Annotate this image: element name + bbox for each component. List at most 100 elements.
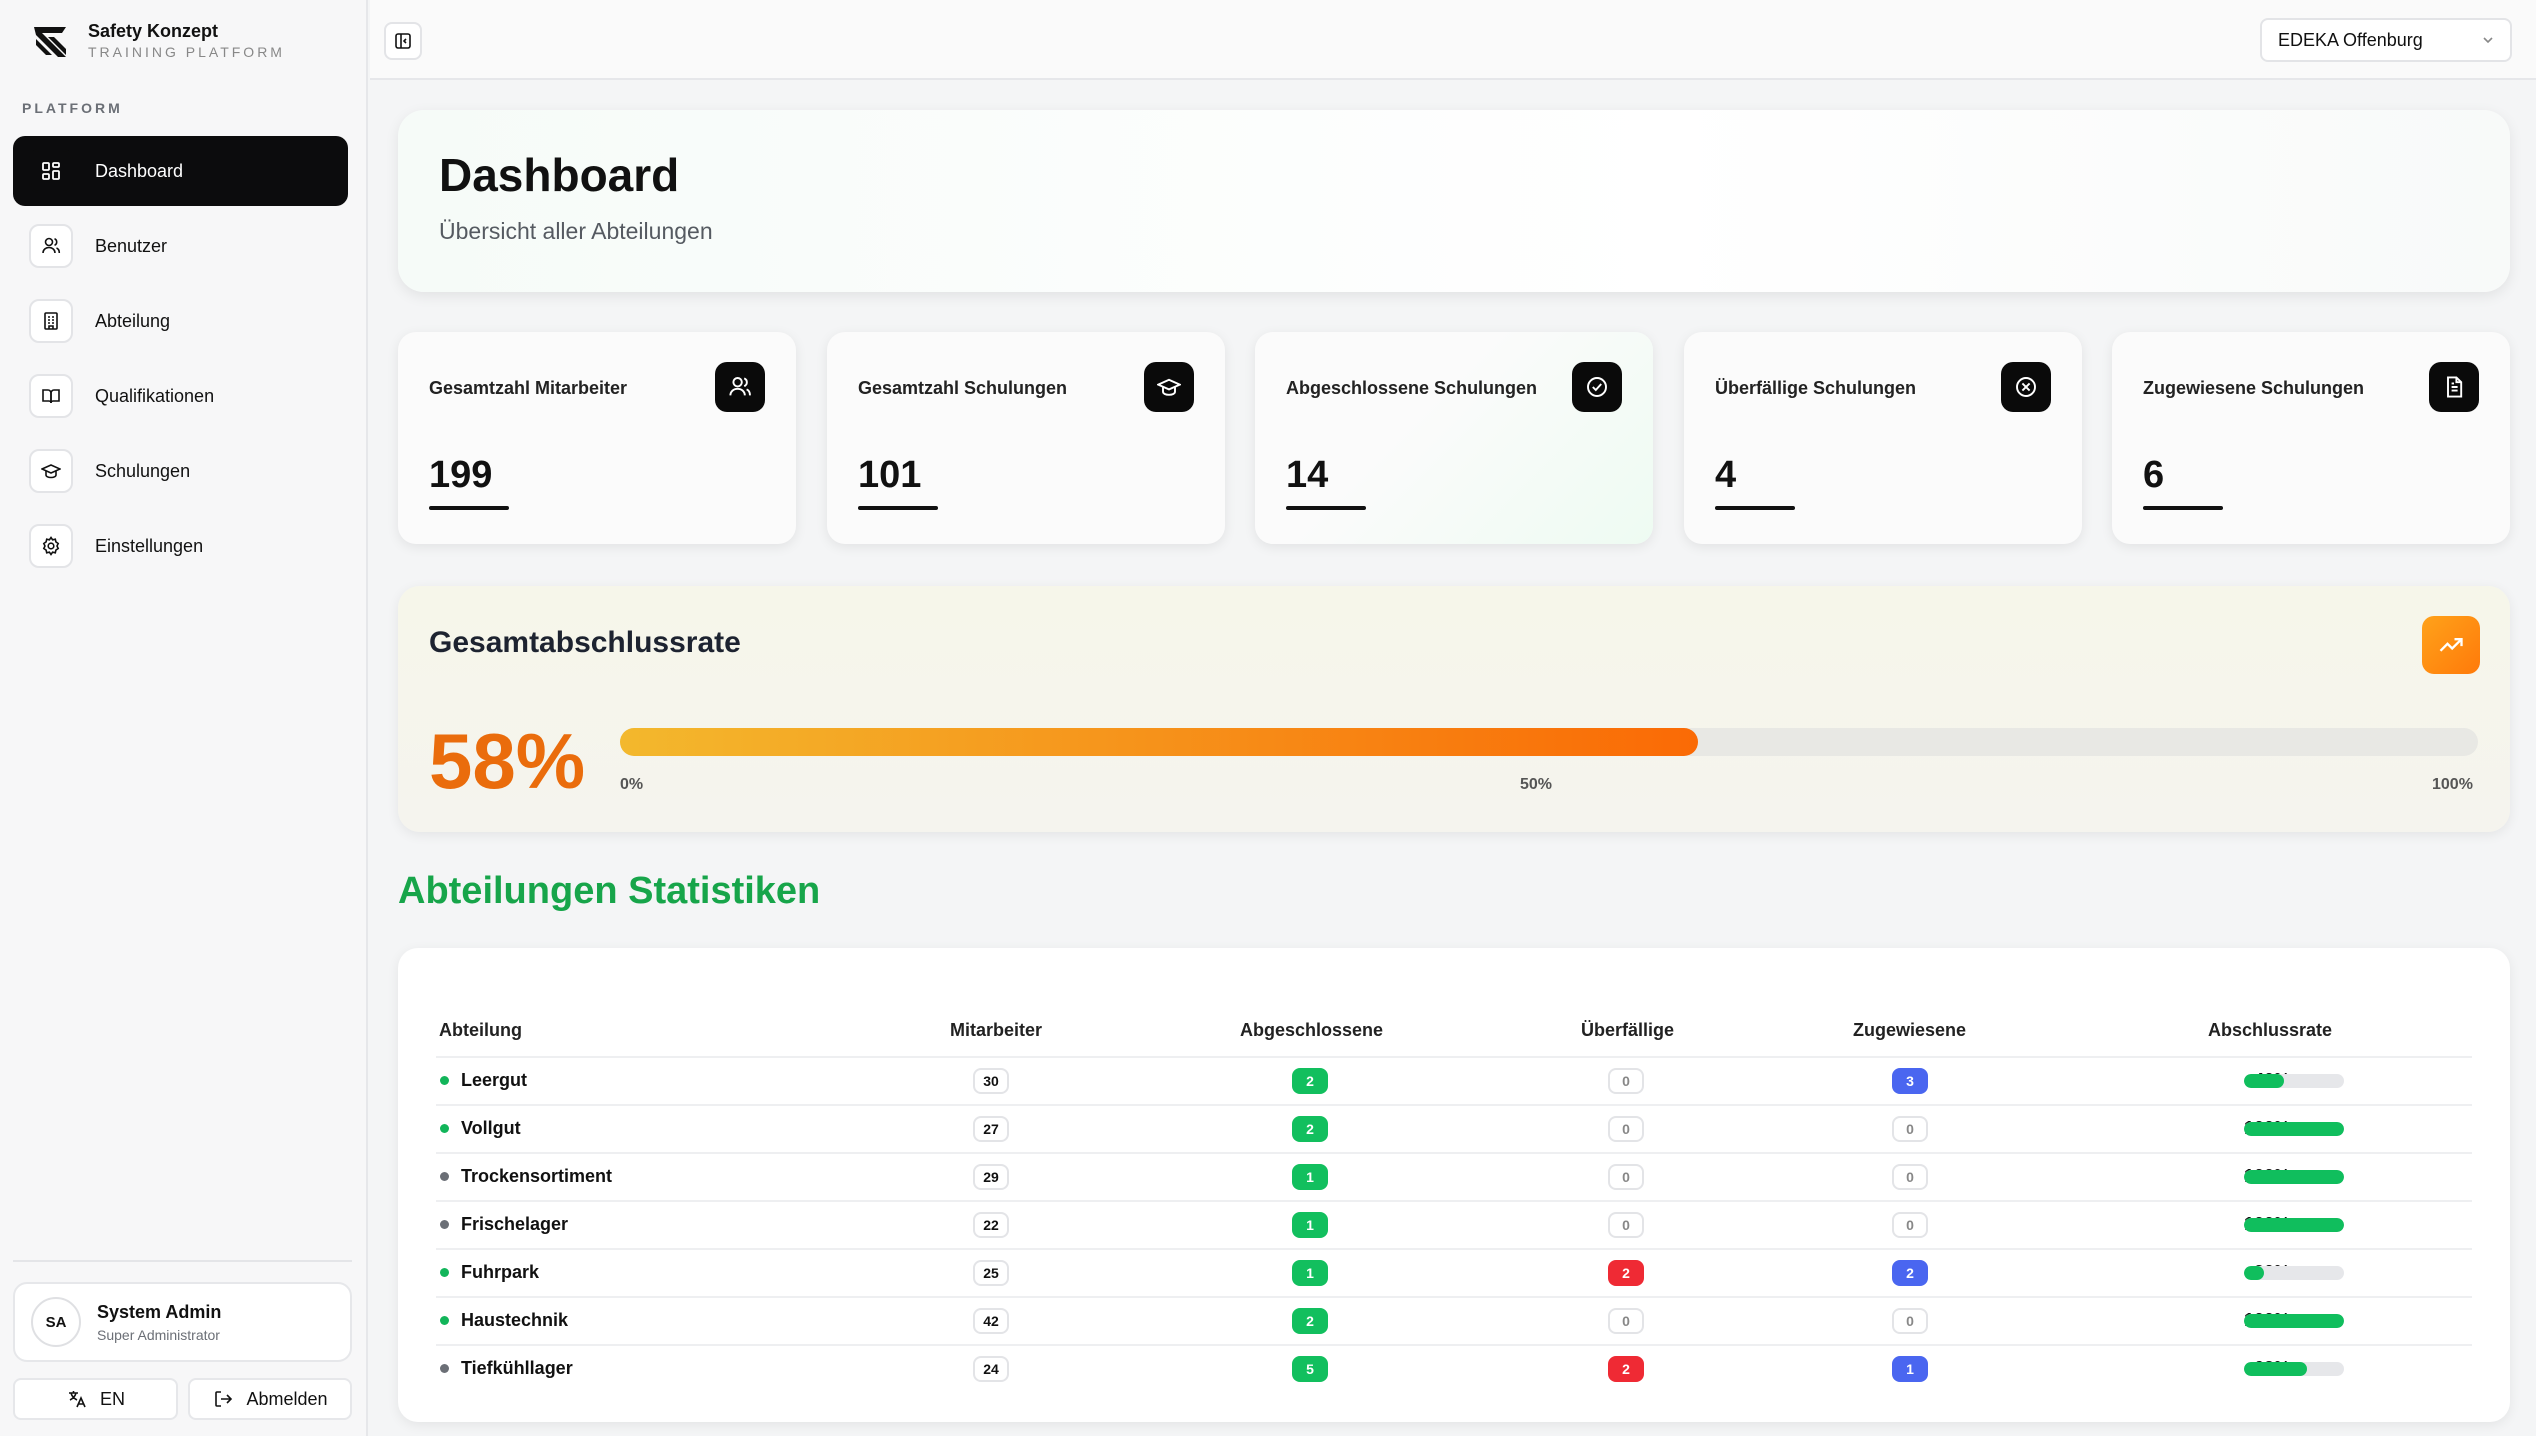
stat-card-assigned: Zugewiesene Schulungen 6 [2112, 332, 2510, 544]
section-title-departments: Abteilungen Statistiken [398, 870, 821, 912]
stat-label: Abgeschlossene Schulungen [1286, 378, 1538, 398]
table-row[interactable]: Haustechnik42200100% [436, 1296, 2472, 1344]
completed-badge: 5 [1292, 1356, 1328, 1382]
assigned-badge: 0 [1892, 1116, 1928, 1142]
stat-value: 4 [1715, 454, 1737, 496]
completion-rate-bar [2244, 1122, 2344, 1136]
completed-badge: 2 [1292, 1116, 1328, 1142]
brand[interactable]: Safety Konzept TRAINING PLATFORM [32, 20, 285, 62]
graduation-cap-icon [29, 449, 73, 493]
completion-rate-fill [2244, 1362, 2307, 1376]
overdue-badge: 2 [1608, 1260, 1644, 1286]
stat-label: Zugewiesene Schulungen [2143, 378, 2365, 398]
employees-badge: 22 [973, 1212, 1009, 1238]
completion-rate-fill [2244, 1170, 2344, 1184]
stat-underline [429, 506, 509, 510]
column-header-completed[interactable]: Abgeschlossene [1240, 1020, 1384, 1040]
department-name: Haustechnik [461, 1310, 569, 1330]
department-name: Frischelager [461, 1214, 569, 1234]
logo-icon [34, 27, 66, 57]
column-header-employees[interactable]: Mitarbeiter [950, 1020, 1043, 1040]
stat-underline [1286, 506, 1366, 510]
completed-badge: 1 [1292, 1260, 1328, 1286]
sidebar-item-dashboard[interactable]: Dashboard [13, 136, 348, 206]
department-name-cell: Tiefkühllager [440, 1358, 573, 1379]
brand-title: Safety Konzept [88, 21, 219, 41]
completion-rate-fill [2244, 1074, 2284, 1088]
overdue-badge: 0 [1608, 1308, 1644, 1334]
progress-tick-100: 100% [2432, 776, 2473, 793]
assigned-badge: 0 [1892, 1212, 1928, 1238]
completion-rate-fill [2244, 1266, 2264, 1280]
building-icon [29, 299, 73, 343]
department-name: Fuhrpark [461, 1262, 540, 1282]
sidebar-item-einstellungen[interactable]: Einstellungen [13, 511, 348, 581]
logout-label: Abmelden [246, 1388, 328, 1409]
overdue-badge: 0 [1608, 1164, 1644, 1190]
column-header-completion-rate[interactable]: Abschlussrate [2208, 1020, 2333, 1040]
completed-badge: 2 [1292, 1068, 1328, 1094]
trending-up-icon [2422, 616, 2480, 674]
translate-icon [68, 1391, 86, 1408]
status-dot [440, 1124, 449, 1133]
overdue-badge: 0 [1608, 1068, 1644, 1094]
completed-badge: 2 [1292, 1308, 1328, 1334]
sidebar-toggle-button[interactable] [384, 22, 422, 60]
progress-tick-50: 50% [1520, 776, 1553, 793]
completion-rate-bar [2244, 1314, 2344, 1328]
sidebar-item-label: Benutzer [95, 235, 168, 256]
topbar: EDEKA Offenburg [370, 0, 2536, 80]
logout-icon [215, 1391, 233, 1407]
stat-card-employees: Gesamtzahl Mitarbeiter 199 [398, 332, 796, 544]
completion-rate-fill [2244, 1314, 2344, 1328]
status-dot [440, 1316, 449, 1325]
assigned-badge: 1 [1892, 1356, 1928, 1382]
overdue-badge: 0 [1608, 1116, 1644, 1142]
stat-label: Gesamtzahl Mitarbeiter [429, 378, 628, 398]
column-header-department[interactable]: Abteilung [439, 1020, 522, 1040]
table-row[interactable]: Tiefkühllager2452163% [436, 1344, 2472, 1392]
table-row[interactable]: Vollgut27200100% [436, 1104, 2472, 1152]
column-header-assigned[interactable]: Zugewiesene [1853, 1020, 1967, 1040]
table-row[interactable]: Leergut3020340% [436, 1056, 2472, 1104]
completion-rate-bar [2244, 1170, 2344, 1184]
sidebar-section-label: PLATFORM [22, 100, 123, 116]
assigned-badge: 2 [1892, 1260, 1928, 1286]
completion-rate-card: Gesamtabschlussrate 58% 0% 50% 100% [398, 586, 2510, 832]
users-icon [715, 362, 765, 412]
user-card[interactable]: SA System Admin Super Administrator [13, 1282, 352, 1362]
x-circle-icon [2001, 362, 2051, 412]
column-header-overdue[interactable]: Überfällige [1581, 1020, 1675, 1040]
completion-progress-track [620, 728, 2478, 756]
employees-badge: 42 [973, 1308, 1009, 1334]
page-title: Dashboard [439, 149, 680, 201]
language-label: EN [99, 1388, 125, 1409]
brand-subtitle: TRAINING PLATFORM [88, 44, 285, 60]
stat-underline [1715, 506, 1795, 510]
sidebar-item-qualifikationen[interactable]: Qualifikationen [13, 361, 348, 431]
sidebar-item-label: Einstellungen [95, 535, 204, 556]
status-dot [440, 1364, 449, 1373]
document-icon [2429, 362, 2479, 412]
sidebar-item-abteilung[interactable]: Abteilung [13, 286, 348, 356]
employees-badge: 25 [973, 1260, 1009, 1286]
stat-label: Überfällige Schulungen [1715, 378, 1917, 398]
user-role: Super Administrator [97, 1326, 220, 1343]
language-button[interactable]: EN [13, 1378, 178, 1420]
sidebar-item-label: Abteilung [95, 310, 171, 331]
logout-button[interactable]: Abmelden [188, 1378, 352, 1420]
sidebar-item-benutzer[interactable]: Benutzer [13, 211, 348, 281]
completion-progress-fill [620, 728, 1698, 756]
location-select[interactable]: EDEKA Offenburg [2260, 18, 2512, 62]
stat-underline [858, 506, 938, 510]
page-subtitle: Übersicht aller Abteilungen [439, 218, 713, 244]
table-row[interactable]: Trockensortiment29100100% [436, 1152, 2472, 1200]
sidebar-item-label: Qualifikationen [95, 385, 215, 406]
table-row[interactable]: Fuhrpark2512220% [436, 1248, 2472, 1296]
employees-badge: 24 [973, 1356, 1009, 1382]
table-row[interactable]: Frischelager22100100% [436, 1200, 2472, 1248]
stat-value: 199 [429, 454, 493, 496]
sidebar-item-schulungen[interactable]: Schulungen [13, 436, 348, 506]
employees-badge: 29 [973, 1164, 1009, 1190]
department-name: Vollgut [461, 1118, 521, 1138]
